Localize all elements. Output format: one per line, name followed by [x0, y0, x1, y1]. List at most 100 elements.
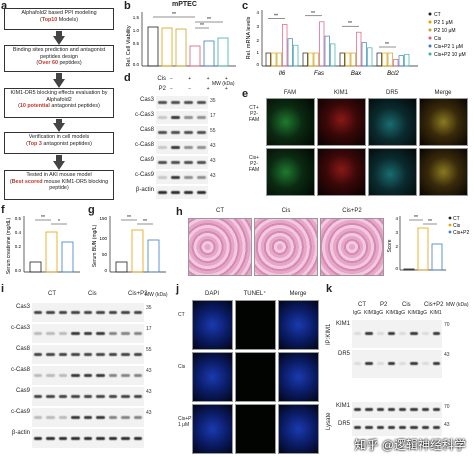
flow-step-1: Alphafold2 based PPI modeling (Top10 Mode…	[4, 8, 114, 30]
panel-k-ip-band	[365, 362, 373, 365]
svg-text:1.5: 1.5	[133, 15, 140, 20]
panel-k-lysate-band	[399, 426, 407, 429]
panel-j-image	[278, 352, 319, 402]
svg-text:0: 0	[104, 268, 107, 273]
panel-g-chart: Serum BUN (mg/L) 150 100 50 0 ** **	[92, 215, 166, 273]
panel-j-image	[192, 300, 233, 350]
svg-text:Bax: Bax	[351, 71, 362, 77]
panel-k-lysate-band	[421, 408, 429, 411]
panel-d-row-label: Cas8	[139, 127, 154, 133]
panel-c-sig-mark: **	[385, 42, 389, 48]
panel-i-row-label: Cas8	[15, 346, 30, 352]
svg-text:3: 3	[395, 230, 398, 235]
panel-b-sig-2: **	[207, 17, 211, 23]
panel-d-row-label: β-actin	[135, 187, 154, 193]
panel-i-band	[83, 394, 93, 398]
panel-d-band	[184, 145, 193, 149]
panel-i-band	[58, 415, 68, 419]
panel-i-band	[83, 373, 93, 377]
flow-step-2: Binding sites prediction and antagonist …	[4, 45, 114, 72]
panel-d-mw: 17	[210, 113, 216, 119]
panel-k-lysate-strip	[352, 420, 442, 436]
panel-k-ip-band	[410, 362, 418, 365]
panel-b-sig-1: **	[172, 12, 176, 18]
panel-k-ip-band	[354, 332, 362, 335]
panel-k-ip-row-label: DR5	[337, 351, 350, 357]
svg-text:CT: CT	[453, 216, 460, 222]
panel-d-mw: 43	[210, 143, 216, 149]
svg-text:Cis: Cis	[434, 36, 442, 42]
panel-d-band	[171, 145, 180, 149]
panel-i-band	[83, 352, 93, 356]
panel-k-ip-mw: 70	[444, 322, 450, 328]
panel-k-lysate-strip	[352, 402, 442, 418]
panel-c-bar	[350, 52, 356, 67]
panel-f-sig-2: *	[58, 219, 60, 225]
panel-i-band	[121, 415, 130, 419]
panel-k-ip-band	[376, 362, 384, 365]
panel-i-band	[58, 373, 68, 377]
panel-c-bar	[393, 59, 399, 67]
panel-d-strip	[156, 111, 208, 124]
panel-i-band	[96, 310, 105, 314]
svg-text:0.5: 0.5	[133, 41, 140, 46]
panel-c-bar	[313, 52, 319, 67]
panel-c-legend: CT P2 1 μM P2 10 μM Cis Cis+P2 1 μM Cis+…	[428, 12, 466, 58]
panel-h-image	[320, 218, 384, 276]
panel-d-row-label: c-Cas3	[134, 112, 154, 118]
panel-d-row-label: Cas3	[139, 97, 154, 103]
svg-text:4: 4	[256, 10, 259, 15]
panel-j-image	[235, 300, 276, 350]
panel-h-col-label: Cis+P2	[342, 208, 362, 214]
svg-text:2: 2	[256, 38, 259, 43]
panel-d-band	[158, 100, 167, 104]
panel-k-ip-band	[399, 332, 407, 335]
panel-h-legend: CT Cis Cis+P2	[448, 216, 469, 236]
panel-k-ip-band	[376, 332, 384, 335]
svg-text:150: 150	[99, 216, 107, 221]
panel-i-band	[46, 373, 55, 377]
panel-b-title: mPTEC	[172, 1, 197, 8]
panel-d-band	[197, 130, 206, 134]
panel-i-mw: 43	[146, 410, 152, 416]
panel-e-col-label: Merge	[434, 90, 452, 96]
panel-i-band	[133, 373, 142, 377]
panel-i-band	[71, 331, 80, 335]
panel-i-band	[71, 352, 80, 356]
panel-k-lane-label: KIM1	[364, 310, 376, 316]
panel-i-band	[108, 394, 118, 398]
panel-e-label: e	[242, 88, 249, 100]
panel-i-band	[83, 436, 93, 440]
panel-e-col-label: DR5	[385, 90, 398, 96]
panel-i-band	[58, 310, 68, 314]
panel-c-sig-mark: **	[311, 11, 315, 17]
panel-e-image	[266, 148, 315, 196]
panel-c-bar	[330, 43, 336, 67]
flow-arrow-stem	[56, 73, 62, 79]
panel-d-band	[197, 100, 206, 104]
panel-k-lane-label: KIM1	[408, 310, 420, 316]
panel-c-bar	[287, 38, 293, 67]
panel-i-band	[58, 436, 68, 440]
panel-h-image	[254, 218, 318, 276]
svg-text:Cis: Cis	[453, 223, 461, 229]
panel-i-mw: 35	[146, 305, 152, 311]
flow-step-3: KIM1-DR5 blocking effects evaluation by …	[4, 88, 114, 118]
panel-i-band	[133, 331, 142, 335]
panel-e-col-label: KIM1	[333, 90, 348, 96]
panel-i-band	[83, 331, 93, 335]
panel-c-bar	[282, 24, 288, 67]
panel-d-band	[184, 175, 193, 179]
panel-k-ip-band	[387, 332, 395, 335]
panel-c-bar	[271, 52, 277, 67]
panel-j-image	[192, 352, 233, 402]
svg-text:100: 100	[99, 236, 107, 241]
svg-text:Fas: Fas	[314, 71, 324, 77]
panel-c-bar	[361, 42, 367, 67]
panel-i-band	[34, 436, 43, 440]
panel-f-sig-1: **	[41, 215, 45, 221]
panel-d-strip	[156, 126, 208, 139]
panel-e-row-label: Cis+ P2-FAM	[248, 155, 260, 173]
panel-d-band	[197, 175, 206, 179]
panel-h-image	[188, 218, 252, 276]
